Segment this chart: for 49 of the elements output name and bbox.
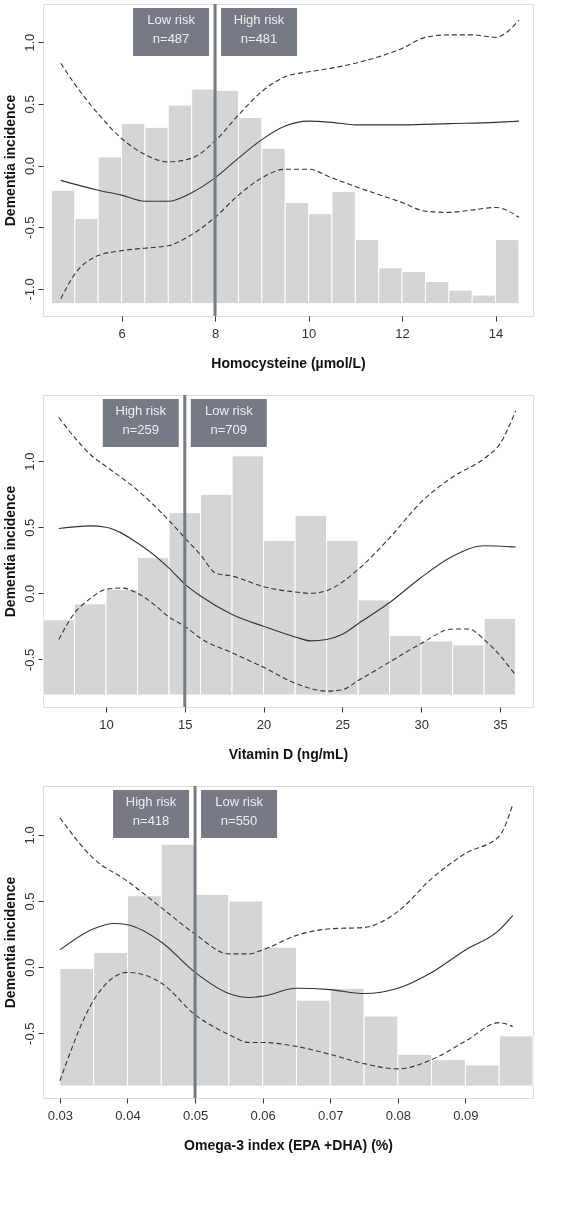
y-tick-label: 0.0 bbox=[21, 584, 37, 603]
y-tick-label: 1.0 bbox=[21, 452, 37, 471]
annotation: High risk n=259 bbox=[115, 403, 167, 437]
line-series bbox=[58, 525, 517, 642]
y-tick-label: 1.0 bbox=[21, 33, 37, 52]
x-tick-label: 15 bbox=[178, 716, 193, 732]
x-axis-title: Vitamin D (ng/mL) bbox=[228, 745, 349, 762]
x-tick-label: 0.07 bbox=[318, 1107, 344, 1123]
x-tick-label: 35 bbox=[493, 716, 508, 732]
y-tick-label: 0.5 bbox=[21, 518, 37, 537]
x-axis-title: Omega-3 index (EPA +DHA) (%) bbox=[184, 1136, 393, 1153]
x-tick-label: 10 bbox=[99, 716, 114, 732]
annotation: Low risk n=550 bbox=[215, 794, 264, 828]
y-axis-title: Dementia incidence bbox=[1, 485, 18, 618]
x-tick-label: 8 bbox=[211, 325, 220, 341]
y-tick-label: 0.0 bbox=[21, 157, 37, 176]
x-tick-label: 25 bbox=[335, 716, 351, 732]
x-tick-label: 0.06 bbox=[250, 1107, 276, 1123]
annotation: Low risk n=487 bbox=[147, 12, 196, 46]
y-tick-label: -0.5 bbox=[21, 648, 37, 672]
line-series bbox=[59, 971, 514, 1082]
line-series bbox=[60, 120, 520, 202]
line-series bbox=[59, 915, 514, 999]
y-tick-label: -0.5 bbox=[21, 1022, 37, 1045]
y-tick-label: 0.5 bbox=[21, 95, 37, 114]
y-tick-label: -0.5 bbox=[21, 216, 37, 239]
y-axis-title: Dementia incidence bbox=[1, 876, 18, 1009]
annotation: High risk n=481 bbox=[233, 12, 285, 46]
x-tick-label: 12 bbox=[395, 325, 410, 341]
line-series bbox=[60, 168, 520, 300]
y-axis-title: Dementia incidence bbox=[1, 94, 18, 227]
y-tick-label: 0.5 bbox=[21, 892, 37, 911]
x-tick-label: 0.04 bbox=[115, 1107, 141, 1123]
x-tick-label: 20 bbox=[256, 716, 272, 732]
x-tick-label: 14 bbox=[488, 325, 504, 341]
x-axis-title: Homocysteine (µmol/L) bbox=[211, 354, 366, 371]
x-tick-label: 30 bbox=[414, 716, 429, 732]
annotation: Low risk n=709 bbox=[204, 403, 254, 437]
x-tick-label: 0.03 bbox=[47, 1107, 74, 1123]
y-tick-label: -1.0 bbox=[21, 278, 37, 301]
annotation: High risk n=418 bbox=[125, 794, 177, 828]
x-tick-label: 10 bbox=[301, 325, 317, 341]
y-tick-label: 0.0 bbox=[21, 958, 37, 977]
x-tick-label: 0.09 bbox=[453, 1107, 479, 1123]
line-series bbox=[58, 587, 517, 692]
x-tick-label: 6 bbox=[118, 325, 126, 341]
y-tick-label: 1.0 bbox=[21, 826, 37, 845]
x-tick-label: 0.05 bbox=[182, 1107, 209, 1123]
x-tick-label: 0.08 bbox=[385, 1107, 411, 1123]
